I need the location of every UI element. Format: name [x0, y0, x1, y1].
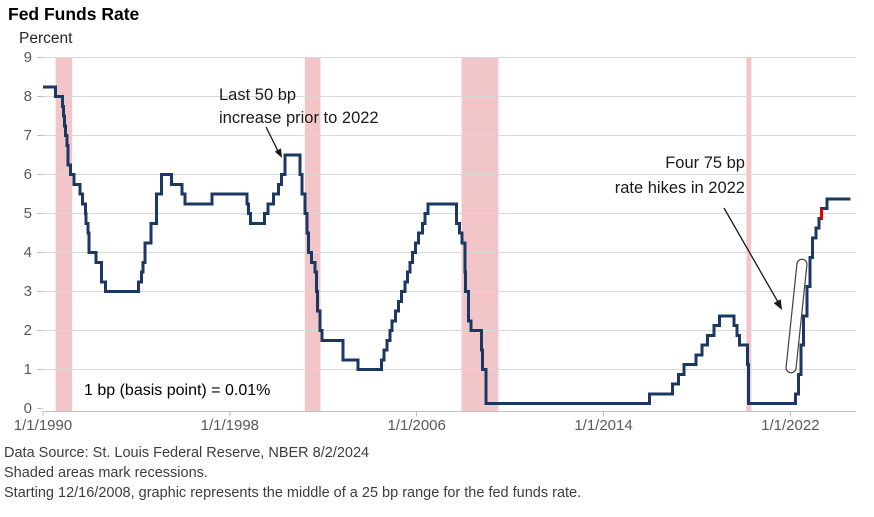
hikes-bracket-icon	[785, 258, 808, 374]
annotation-four-75bp-line2: rate hikes in 2022	[614, 179, 745, 197]
footer-range-note: Starting 12/16/2008, graphic represents …	[4, 485, 582, 501]
annotation-four-75bp-line1: Four 75 bp	[665, 154, 745, 172]
y-tick-label: 0	[23, 399, 32, 417]
x-tick-label: 1/1/1998	[200, 417, 260, 434]
annotation-last-50bp-line2: increase prior to 2022	[219, 109, 379, 127]
arrowhead-icon-last-50bp	[274, 148, 282, 158]
x-tick-label: 1/1/2006	[387, 417, 446, 434]
arrow-line-last-50bp	[265, 126, 279, 152]
y-tick-label: 9	[23, 48, 32, 66]
recession-band	[746, 57, 752, 412]
recession-band	[304, 57, 321, 412]
arrow-line-four-75bp	[723, 207, 779, 303]
y-tick-label: 3	[23, 282, 32, 300]
y-tick-label: 8	[23, 87, 32, 105]
y-tick-label: 6	[23, 165, 32, 183]
recession-band	[461, 57, 499, 412]
fed-funds-rate-line	[43, 85, 851, 406]
y-axis-title: Percent	[19, 30, 73, 47]
chart-footer: Data Source: St. Louis Federal Reserve, …	[4, 443, 581, 503]
footer-recession-note: Shaded areas mark recessions.	[4, 465, 208, 481]
y-tick-label: 4	[23, 243, 32, 261]
y-tick-label: 2	[23, 321, 32, 339]
footer-data-source: Data Source: St. Louis Federal Reserve, …	[4, 445, 370, 461]
annotation-last-50bp: Last 50 bp increase prior to 2022	[219, 84, 379, 130]
arrowhead-icon-four-75bp	[773, 299, 782, 310]
y-tick-label: 1	[23, 360, 32, 378]
x-tick-label: 1/1/1990	[13, 417, 73, 434]
annotation-last-50bp-line1: Last 50 bp	[219, 86, 297, 104]
x-tick-label: 1/1/2022	[761, 417, 820, 434]
x-tick-label: 1/1/2014	[574, 417, 633, 434]
y-tick-label: 5	[23, 204, 32, 222]
annotation-four-75bp: Four 75 bp rate hikes in 2022	[615, 151, 745, 201]
annotation-bp-definition: 1 bp (basis point) = 0.01%	[73, 378, 279, 404]
chart-title: Fed Funds Rate	[8, 4, 140, 24]
y-tick-label: 7	[23, 126, 32, 144]
